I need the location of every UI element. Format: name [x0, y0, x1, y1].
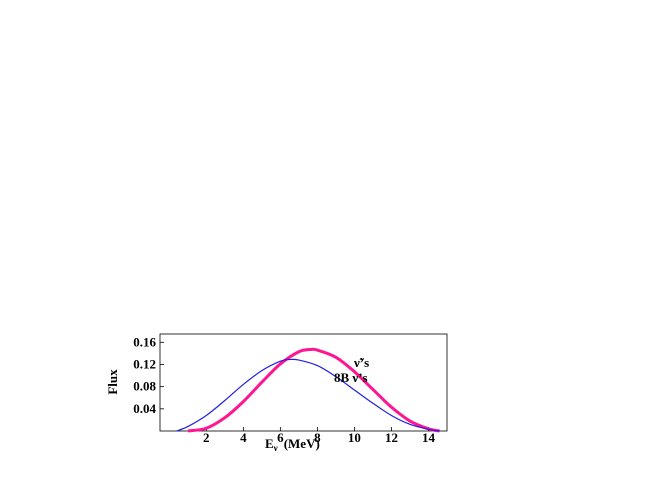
x-axis-title-e: E [265, 436, 274, 451]
series-group [176, 347, 440, 433]
x-axis-title: Eν (MeV) [265, 436, 320, 453]
y-axis-ticks: 0.04 0.08 0.12 0.16 [133, 334, 164, 416]
x-tick-label-0: 2 [203, 430, 210, 445]
x-tick-label-2: 6 [277, 430, 284, 445]
x-tick-label-5: 12 [385, 430, 398, 445]
y-axis-title: Flux [105, 369, 120, 395]
x-tick-label-6: 14 [422, 430, 436, 445]
y-tick-label-1: 0.08 [133, 379, 156, 394]
plot-frame [159, 333, 448, 432]
y-tick-label-0: 0.04 [133, 401, 156, 416]
x-tick-label-1: 4 [240, 430, 247, 445]
x-tick-label-3: 8 [314, 430, 321, 445]
x-axis-title-unit: (MeV) [284, 436, 320, 451]
x-axis-title-subscript: ν [273, 443, 278, 453]
y-tick-label-3: 0.16 [133, 334, 156, 349]
series-line-1 [176, 358, 440, 432]
b8-neutrino-label: 8B ν’s [334, 370, 368, 385]
x-tick-label-4: 10 [348, 430, 361, 445]
y-tick-label-2: 0.12 [133, 356, 156, 371]
series-line-0 [187, 347, 440, 433]
antineutrino-label: ν̃’s [353, 355, 369, 370]
